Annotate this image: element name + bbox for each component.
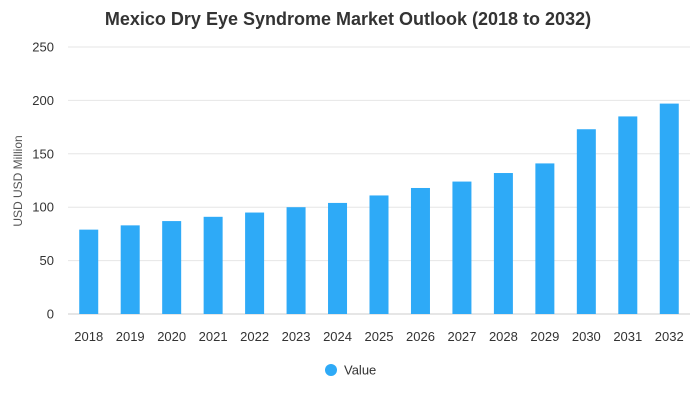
x-tick-label: 2030 <box>572 329 601 344</box>
x-tick-label: 2025 <box>365 329 394 344</box>
x-tick-label: 2027 <box>447 329 476 344</box>
bar-series <box>79 103 679 314</box>
x-tick-label: 2019 <box>116 329 145 344</box>
x-tick-label: 2029 <box>530 329 559 344</box>
bar-2026[interactable] <box>410 187 430 314</box>
bar-2024[interactable] <box>328 202 348 314</box>
bar-2025[interactable] <box>369 195 389 314</box>
x-tick-label: 2021 <box>199 329 228 344</box>
x-tick-label: 2023 <box>282 329 311 344</box>
x-tick-label: 2028 <box>489 329 518 344</box>
bar-2018[interactable] <box>79 229 99 314</box>
x-tick-label: 2031 <box>613 329 642 344</box>
bar-2029[interactable] <box>535 163 555 314</box>
bar-2020[interactable] <box>162 221 182 314</box>
bar-2028[interactable] <box>493 173 513 314</box>
legend-swatch-value <box>325 364 337 376</box>
legend-label-value: Value <box>344 363 376 378</box>
bar-2019[interactable] <box>120 225 140 314</box>
y-tick-label: 200 <box>32 93 54 108</box>
x-tick-label: 2022 <box>240 329 269 344</box>
bar-2032[interactable] <box>659 103 679 314</box>
bar-2021[interactable] <box>203 216 223 314</box>
y-tick-label: 100 <box>32 200 54 215</box>
x-tick-label: 2024 <box>323 329 352 344</box>
y-tick-label: 0 <box>47 307 54 322</box>
y-tick-label: 250 <box>32 40 54 55</box>
bar-2031[interactable] <box>618 116 638 314</box>
x-tick-label: 2018 <box>74 329 103 344</box>
x-tick-label: 2032 <box>655 329 684 344</box>
y-tick-label: 150 <box>32 146 54 161</box>
x-tick-label: 2026 <box>406 329 435 344</box>
x-tick-label: 2020 <box>157 329 186 344</box>
bar-2023[interactable] <box>286 207 306 314</box>
y-axis-label: USD USD Million <box>11 135 25 226</box>
legend[interactable]: Value <box>325 363 376 378</box>
bar-2030[interactable] <box>576 129 596 314</box>
bar-2022[interactable] <box>245 212 265 314</box>
chart-title: Mexico Dry Eye Syndrome Market Outlook (… <box>105 9 591 29</box>
y-tick-label: 50 <box>40 253 54 268</box>
bar-2027[interactable] <box>452 181 472 314</box>
y-axis-ticks: 0 50 100 150 200 250 <box>32 40 54 322</box>
x-axis-ticks: 2018 2019 2020 2021 2022 2023 2024 2025 2026 2027… <box>74 329 683 344</box>
